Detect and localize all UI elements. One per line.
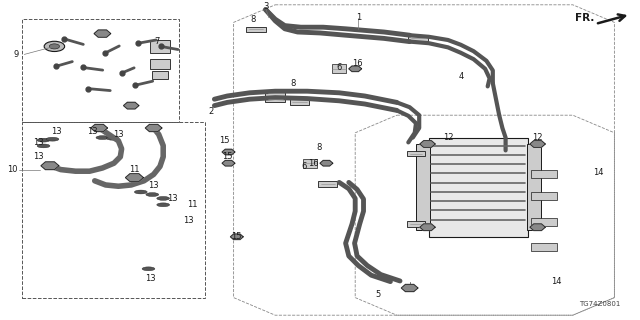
Bar <box>408 36 428 41</box>
Ellipse shape <box>142 267 155 271</box>
Bar <box>429 138 528 237</box>
Text: 4: 4 <box>458 72 463 81</box>
Text: 3: 3 <box>263 2 268 11</box>
Ellipse shape <box>106 136 119 140</box>
Text: 8: 8 <box>291 79 296 88</box>
Text: 8: 8 <box>316 143 321 152</box>
Bar <box>246 27 266 32</box>
Text: 12: 12 <box>532 133 543 142</box>
Text: 11: 11 <box>187 200 197 209</box>
Text: 14: 14 <box>552 277 562 286</box>
Bar <box>407 221 425 227</box>
Text: 13: 13 <box>145 274 156 283</box>
Bar <box>407 151 425 156</box>
Text: TG74Z0801: TG74Z0801 <box>579 301 621 307</box>
Bar <box>531 170 557 178</box>
Text: 12: 12 <box>443 133 453 142</box>
Circle shape <box>49 44 60 49</box>
Ellipse shape <box>37 144 50 148</box>
Text: FR.: FR. <box>575 12 594 23</box>
Bar <box>150 59 170 69</box>
Polygon shape <box>401 284 418 292</box>
Text: 13: 13 <box>168 194 178 203</box>
Text: 1: 1 <box>356 13 361 22</box>
Bar <box>150 40 170 53</box>
Polygon shape <box>91 124 108 132</box>
Text: 2: 2 <box>209 108 214 116</box>
Bar <box>531 192 557 200</box>
Text: 16: 16 <box>352 60 362 68</box>
Bar <box>265 90 285 96</box>
Bar <box>22 122 205 298</box>
Text: 8: 8 <box>250 15 255 24</box>
Polygon shape <box>124 102 139 109</box>
Text: 13: 13 <box>148 181 159 190</box>
Ellipse shape <box>37 138 50 142</box>
Ellipse shape <box>96 136 109 140</box>
Text: 10: 10 <box>8 165 18 174</box>
Bar <box>527 144 541 230</box>
Polygon shape <box>349 66 362 72</box>
Bar <box>332 64 346 73</box>
Polygon shape <box>145 124 162 132</box>
Text: 13: 13 <box>33 152 44 161</box>
Text: 14: 14 <box>593 168 604 177</box>
Bar <box>152 71 168 79</box>
Text: 6: 6 <box>337 63 342 72</box>
Text: 9: 9 <box>13 50 19 59</box>
Bar <box>318 181 337 187</box>
Text: 11: 11 <box>129 165 140 174</box>
Ellipse shape <box>46 137 59 141</box>
Ellipse shape <box>134 190 147 194</box>
Ellipse shape <box>146 193 159 196</box>
Polygon shape <box>420 141 435 147</box>
Text: 15: 15 <box>232 232 242 241</box>
Bar <box>22 19 179 122</box>
Text: 13: 13 <box>88 127 98 136</box>
Ellipse shape <box>157 196 170 200</box>
Polygon shape <box>222 160 235 166</box>
Polygon shape <box>420 224 435 230</box>
Text: 15: 15 <box>219 136 229 145</box>
Text: 7: 7 <box>154 37 159 46</box>
Circle shape <box>44 41 65 52</box>
Text: 13: 13 <box>113 130 124 139</box>
Text: 6: 6 <box>301 162 307 171</box>
Polygon shape <box>94 30 111 37</box>
Bar <box>416 144 430 230</box>
Ellipse shape <box>157 203 170 207</box>
Polygon shape <box>320 160 333 166</box>
Bar <box>290 99 309 105</box>
Polygon shape <box>125 174 143 181</box>
Bar <box>531 218 557 226</box>
Polygon shape <box>230 234 243 240</box>
Bar <box>303 159 317 168</box>
Polygon shape <box>222 149 235 155</box>
Bar <box>531 243 557 251</box>
Bar <box>265 96 285 102</box>
Text: 16: 16 <box>308 159 319 168</box>
Text: 13: 13 <box>33 138 44 147</box>
Text: 5: 5 <box>375 290 380 299</box>
Polygon shape <box>41 162 59 170</box>
Polygon shape <box>530 224 545 230</box>
Text: 13: 13 <box>184 216 194 225</box>
Polygon shape <box>530 141 545 147</box>
Text: 15: 15 <box>222 152 232 161</box>
Text: 13: 13 <box>51 127 61 136</box>
